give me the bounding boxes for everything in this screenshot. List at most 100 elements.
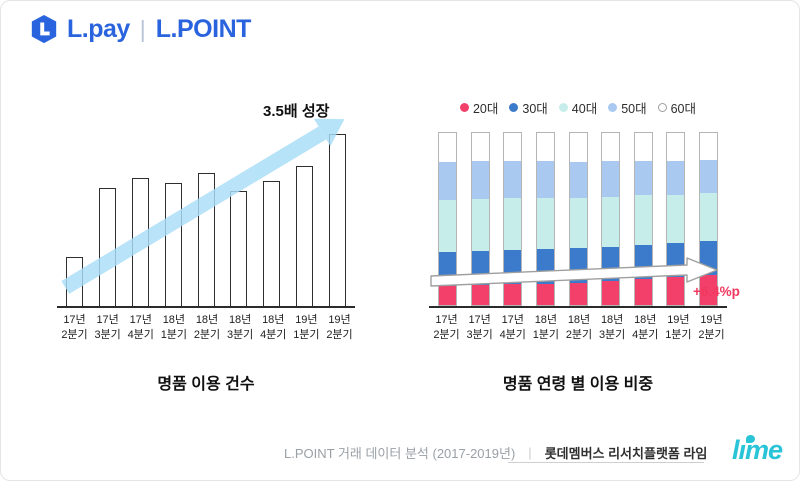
left-chart-caption: 명품 이용 건수 (157, 376, 255, 393)
x-tick-label: 17년 3분기 (94, 314, 121, 341)
x-tick-label: 18년 3분기 (226, 314, 254, 341)
legend-item-1: 20대 (459, 98, 499, 117)
platform-text: 롯데멤버스 리서치플랫폼 라임 (544, 446, 708, 461)
legend-item-5: 60대 (657, 98, 697, 117)
age-legend: 20대 30대 40대 50대 60대 (425, 98, 731, 117)
legend-label: 40대 (571, 102, 598, 116)
segment-50대 (700, 159, 717, 193)
segment-50대 (569, 162, 587, 199)
stacked-bar-3 (503, 132, 523, 306)
x-tick-label: 17년 4분기 (127, 314, 154, 341)
x-tick-label: 17년 4분기 (499, 314, 526, 341)
segment-20대 (602, 280, 620, 305)
legend-label: 50대 (621, 102, 647, 116)
lpay-box-icon (31, 14, 57, 44)
stacked-bar-4 (535, 132, 555, 306)
stacked-bar-2 (470, 132, 490, 306)
segment-20대 (504, 284, 522, 305)
segment-60대 (504, 133, 522, 162)
legend-label: 30대 (522, 102, 548, 116)
segment-40대 (536, 197, 554, 250)
segment-40대 (504, 198, 522, 250)
legend-label: 60대 (670, 102, 697, 116)
x-tick-label: 18년 4분기 (632, 314, 659, 341)
segment-40대 (602, 196, 620, 247)
legend-dot (608, 103, 618, 112)
stacked-bar-7 (633, 132, 653, 306)
legend-dot (509, 103, 519, 112)
segment-40대 (700, 192, 717, 241)
stacked-bar-5 (568, 132, 588, 306)
segment-60대 (439, 133, 456, 163)
lpay-wordmark: L.pay (67, 14, 130, 43)
segment-40대 (667, 194, 685, 244)
segment-20대 (667, 277, 685, 305)
segment-50대 (439, 162, 456, 201)
luxury-count-plot (57, 105, 355, 308)
segment-20대 (439, 286, 456, 305)
platform-underline (508, 462, 704, 463)
lime-logo-text: lıme (732, 435, 783, 465)
luxury-count-xlabels: 17년 2분기 17년 3분기 17년 4분기 18년 1분기 18년 2분기 18년 3분기 18년 4… (57, 313, 357, 343)
x-tick-label: 18년 1분기 (532, 314, 560, 341)
data-source-text: L.POINT 거래 데이터 분석 (2017-2019년) (284, 446, 516, 461)
share-growth-arrow-icon (430, 257, 718, 287)
x-tick-label: 18년 2분기 (193, 314, 221, 341)
legend-dot (657, 103, 667, 112)
x-tick-label: 17년 3분기 (466, 314, 493, 341)
segment-20대 (471, 285, 489, 305)
segment-40대 (634, 194, 652, 245)
legend-dot (558, 103, 568, 112)
x-tick-label: 18년 2분기 (565, 314, 593, 341)
segment-60대 (569, 133, 587, 163)
segment-60대 (536, 133, 554, 162)
x-tick-label: 18년 3분기 (598, 314, 626, 341)
header-logo: L.pay | L.POINT (29, 14, 251, 44)
segment-60대 (700, 133, 717, 160)
count-bar-6 (230, 191, 248, 306)
share-growth-annotation: +6.4%p (693, 284, 740, 299)
legend-label: 20대 (472, 102, 499, 116)
segment-50대 (602, 161, 620, 197)
lpoint-wordmark: L.POINT (155, 14, 252, 43)
segment-20대 (634, 279, 652, 305)
legend-item-4: 50대 (608, 98, 647, 117)
x-tick-label: 19년 1분기 (293, 314, 320, 341)
x-tick-label: 18년 4분기 (260, 314, 287, 341)
count-bar-9 (329, 134, 346, 306)
x-tick-label: 17년 2분기 (433, 314, 460, 341)
segment-50대 (634, 160, 652, 195)
lime-logo: lıme (732, 435, 783, 466)
x-tick-label: 19년 2분기 (698, 314, 725, 341)
legend-item-2: 30대 (509, 98, 548, 117)
segment-60대 (471, 133, 489, 162)
age-share-cols (429, 131, 727, 306)
x-tick-label: 17년 2분기 (61, 314, 88, 341)
count-bar-8 (296, 166, 314, 306)
age-share-plot (429, 131, 727, 308)
x-tick-label: 18년 1분기 (160, 314, 188, 341)
x-tick-label: 19년 1분기 (665, 314, 692, 341)
segment-20대 (536, 283, 554, 305)
footer: L.POINT 거래 데이터 분석 (2017-2019년) | 롯데멤버스 리… (284, 443, 707, 462)
segment-50대 (667, 160, 685, 195)
segment-60대 (634, 133, 652, 161)
legend-dot (459, 103, 469, 112)
segment-20대 (700, 275, 717, 305)
legend-item-3: 40대 (558, 98, 598, 117)
right-chart-caption: 명품 연령 별 이용 비중 (502, 376, 654, 393)
x-tick-label: 19년 2분기 (326, 314, 353, 341)
age-share-xlabels: 17년 2분기 17년 3분기 17년 4분기 18년 1분기 18년 2분기 18년 3분기 18년 4… (429, 313, 729, 343)
segment-40대 (569, 198, 587, 249)
segment-40대 (471, 199, 489, 251)
lime-speech-bubble-icon (746, 435, 755, 443)
segment-50대 (504, 161, 522, 199)
segment-20대 (569, 282, 587, 305)
count-bar-7 (263, 181, 281, 306)
growth-annotation: 3.5배 성장 (263, 103, 330, 120)
segment-60대 (602, 133, 620, 162)
footer-separator: | (528, 445, 532, 460)
stacked-bar-9 (699, 132, 718, 306)
segment-50대 (536, 161, 554, 198)
